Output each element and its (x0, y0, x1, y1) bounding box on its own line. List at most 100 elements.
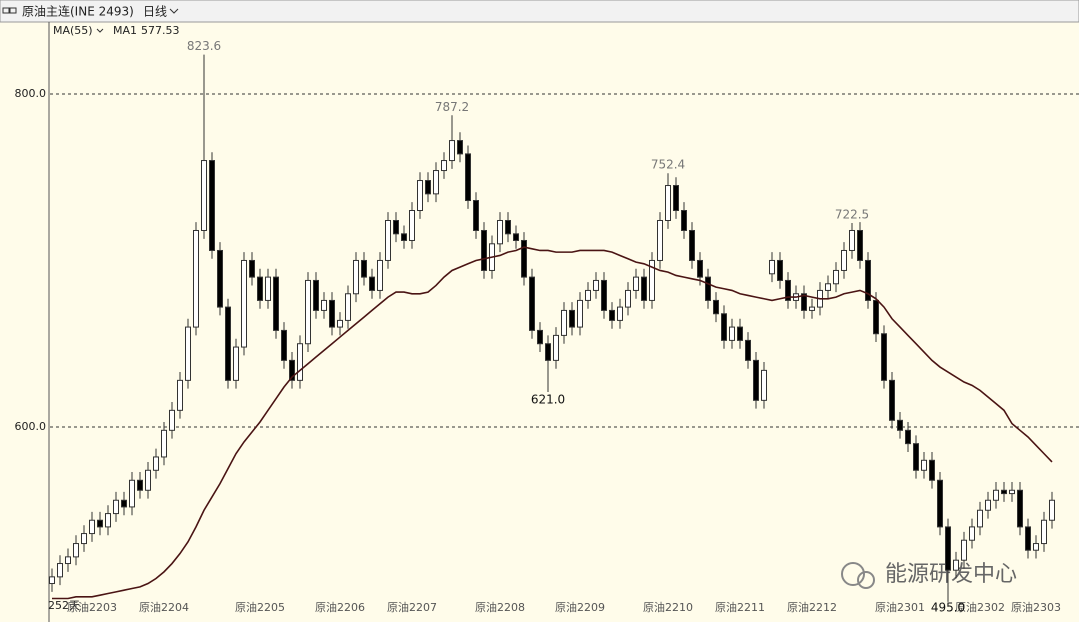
extreme-label: 823.6 (187, 39, 221, 53)
candle-body (1009, 489, 1015, 495)
candle-body (969, 526, 975, 541)
candle-body (1001, 489, 1007, 495)
extreme-label: 722.5 (835, 207, 869, 221)
candle-body (473, 200, 479, 231)
x-tick-label: 原油2206 (315, 600, 365, 614)
period-selector[interactable]: 日线 (143, 5, 167, 19)
dropdown-caret[interactable] (169, 8, 179, 14)
candle-body (393, 219, 399, 235)
candle-body (729, 326, 735, 341)
x-tick-label: 原油2210 (643, 600, 693, 614)
x-tick-label: 原油2205 (235, 600, 285, 614)
candle-body (577, 299, 583, 328)
candle-body (585, 289, 591, 301)
candle-body (481, 229, 487, 271)
candle-body (809, 306, 815, 311)
instrument-title[interactable]: 原油主连(INE 2493) (22, 4, 134, 19)
candle-body (449, 140, 455, 162)
candle-body (945, 526, 951, 571)
bar-count: 252天 (48, 599, 80, 612)
candle-body (625, 289, 631, 308)
candle-body (633, 276, 639, 291)
candle-body (657, 219, 663, 261)
candle-body (1033, 543, 1039, 551)
candle-body (865, 259, 871, 301)
candle-body (217, 249, 223, 308)
x-tick-label: 原油2203 (67, 600, 117, 614)
candle-body (521, 239, 527, 278)
candle-body (841, 249, 847, 271)
extreme-label: 495.0 (931, 601, 965, 615)
ma-label: MA1 (113, 24, 137, 37)
extreme-label: 752.4 (651, 158, 685, 172)
x-tick-label: 原油2301 (875, 600, 925, 614)
candle-body (457, 140, 463, 155)
candle-body (209, 160, 215, 251)
candle-body (433, 170, 439, 195)
candle-body (273, 276, 279, 331)
candle-body (465, 153, 471, 202)
candle-body (977, 509, 983, 528)
candle-body (265, 276, 271, 301)
x-tick-label: 原油2211 (715, 600, 765, 614)
candle-body (873, 299, 879, 335)
candle-body (601, 279, 607, 311)
candle-body (169, 409, 175, 431)
candle-body (57, 563, 63, 578)
watermark: 能源研发中心 (885, 562, 1017, 587)
candle-body (409, 210, 415, 241)
candle-body (801, 293, 807, 311)
candle-body (73, 543, 79, 558)
candle-body (153, 456, 159, 471)
candle-body (233, 346, 239, 381)
ma-line (52, 246, 1053, 600)
candle-body (681, 210, 687, 231)
candle-body (425, 180, 431, 195)
candle-body (185, 326, 191, 381)
extreme-label: 787.2 (435, 100, 469, 114)
candle-body (961, 539, 967, 561)
candle-body (897, 419, 903, 431)
candle-body (65, 556, 71, 565)
candle-body (881, 333, 887, 381)
y-tick-label: 600.0 (15, 420, 47, 433)
header-icon (2, 7, 17, 14)
candle-body (553, 334, 559, 361)
candle-body (721, 313, 727, 341)
candle-body (777, 259, 783, 281)
candle-body (673, 185, 679, 212)
candle-body (345, 293, 351, 321)
candle-body (377, 259, 383, 291)
candle-body (953, 559, 959, 571)
candle-body (257, 276, 263, 301)
x-tick-label: 原油2208 (475, 600, 525, 614)
candle-body (921, 459, 927, 471)
candle-body (713, 299, 719, 315)
candle-body (97, 519, 103, 528)
y-tick-label: 800.0 (15, 87, 47, 100)
dropdown-caret[interactable] (96, 28, 104, 33)
candle-body (225, 306, 231, 381)
candle-body (177, 379, 183, 411)
candle-body (985, 499, 991, 511)
candle-body (249, 259, 255, 278)
candle-body (745, 339, 751, 361)
ma-name[interactable]: MA(55) (53, 24, 93, 37)
candle-body (737, 326, 743, 341)
candle-body (649, 259, 655, 301)
candle-body (289, 359, 295, 381)
candle-body (329, 299, 335, 328)
candle-body (385, 219, 391, 261)
x-tick-label: 原油2204 (139, 600, 189, 614)
candle-body (305, 279, 311, 345)
candle-body (1025, 526, 1031, 551)
candle-body (505, 219, 511, 235)
header-bar (0, 0, 1079, 23)
candle-body (825, 283, 831, 291)
watermark-icon (841, 562, 875, 589)
candle-body (833, 269, 839, 285)
candle-body (281, 329, 287, 361)
candle-body (857, 229, 863, 261)
candle-body (353, 259, 359, 295)
